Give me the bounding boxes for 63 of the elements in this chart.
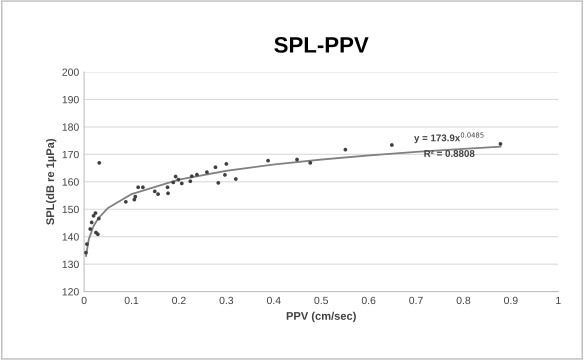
point (166, 191, 170, 196)
point (90, 220, 94, 224)
point (88, 227, 92, 231)
x-tick-label: 0 (82, 296, 87, 304)
point (195, 172, 199, 177)
point (141, 185, 145, 190)
point (224, 162, 228, 166)
point (152, 190, 157, 194)
y-tick-label: 130 (62, 260, 79, 268)
point (214, 165, 218, 170)
point (188, 179, 192, 184)
x-axis-title: PPV (cm/sec) (286, 312, 356, 322)
x-tick-label: 0.5 (314, 296, 328, 304)
point (94, 230, 98, 234)
point (156, 192, 160, 196)
point (171, 180, 176, 184)
point (190, 174, 194, 178)
point (308, 160, 312, 165)
point (132, 198, 136, 202)
point (166, 185, 170, 190)
y-axis-title: SPL(dB re 1µPa) (46, 139, 56, 225)
point (174, 174, 178, 178)
point (234, 177, 238, 181)
x-tick-label: 1 (556, 296, 561, 304)
annotation: y = 173.9x$^{0.0485}$ (414, 132, 484, 144)
point (343, 148, 348, 152)
point (84, 250, 88, 255)
point (295, 158, 299, 162)
x-tick-label: 0.3 (220, 296, 234, 304)
point (96, 216, 101, 220)
x-tick-label: 0.1 (124, 296, 138, 304)
point (176, 178, 180, 182)
x-tick-label: 0.9 (504, 296, 518, 304)
point (498, 142, 502, 146)
y-tick-label: 160 (62, 178, 79, 186)
point (124, 200, 128, 204)
point (97, 160, 102, 165)
y-tick-label: 190 (62, 96, 79, 104)
x-tick-label: 0.2 (172, 296, 186, 304)
point (136, 185, 140, 190)
y-tick-label: 200 (62, 68, 79, 76)
y-tick-label: 140 (62, 233, 79, 241)
x-tick-label: 0.7 (409, 296, 423, 304)
x-tick-label: 0.6 (362, 296, 376, 304)
point (216, 181, 220, 185)
point (223, 173, 227, 177)
x-tick-label: 0.4 (266, 296, 281, 304)
point (96, 232, 100, 236)
point (180, 182, 184, 186)
x-tick-label: 0.8 (456, 296, 470, 304)
point (205, 170, 209, 174)
y-tick-label: 170 (62, 150, 79, 158)
point (266, 158, 270, 163)
annotation: R² = 0.8808 (424, 150, 474, 157)
y-tick-label: 180 (62, 123, 79, 131)
y-tick-label: 150 (62, 206, 79, 214)
point (94, 211, 98, 215)
chart-title: SPL-PPV (274, 37, 369, 53)
point (92, 214, 96, 218)
point (390, 143, 394, 147)
y-tick-label: 120 (62, 288, 79, 296)
point (133, 194, 138, 199)
point (85, 242, 89, 246)
